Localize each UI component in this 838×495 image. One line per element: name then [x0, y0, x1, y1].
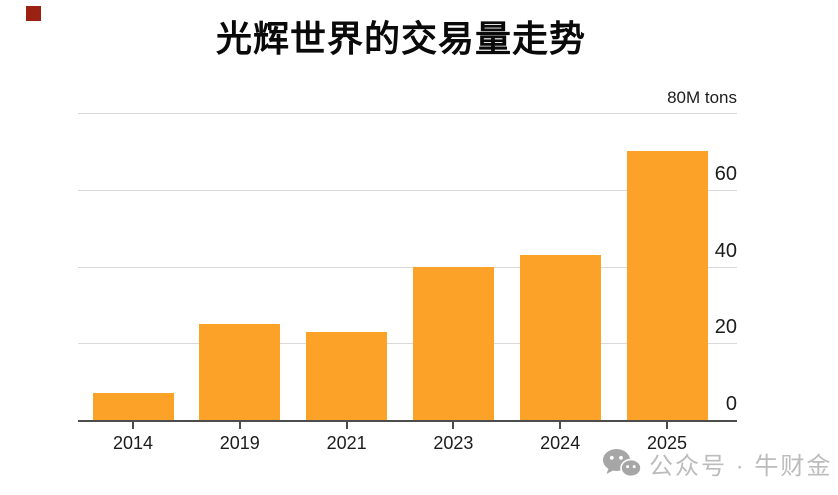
gridline-20 — [78, 343, 737, 345]
x-tick-2024 — [559, 422, 562, 429]
x-tick-label-2019: 2019 — [219, 433, 260, 453]
watermark-text: 公众号 · 牛财金 — [649, 453, 833, 480]
x-axis-line — [78, 420, 737, 422]
x-tick-2014 — [132, 422, 134, 429]
bar-2014 — [92, 393, 174, 420]
bar-2023 — [412, 266, 494, 420]
gridline-60 — [78, 189, 737, 191]
x-tick-2019 — [238, 422, 241, 429]
bar-2019 — [199, 324, 281, 420]
gridline-80 — [78, 113, 737, 114]
x-tick-label-2021: 2021 — [326, 433, 367, 453]
red-square-decoration — [26, 6, 41, 21]
y-tick-label-60: 60 — [714, 162, 737, 185]
y-tick-label-20: 20 — [714, 316, 737, 339]
chart-title: 光辉世界的交易量走势 — [215, 18, 586, 59]
bar-2021 — [306, 331, 388, 420]
y-axis-unit-label: 80M tons — [667, 88, 737, 107]
x-tick-2023 — [452, 422, 455, 429]
x-tick-label-2024: 2024 — [540, 433, 581, 453]
bar-2024 — [519, 255, 601, 420]
y-tick-label-40: 40 — [714, 239, 737, 262]
wechat-icon — [602, 448, 642, 479]
y-tick-label-0: 0 — [725, 393, 737, 415]
x-tick-label-2014: 2014 — [112, 433, 154, 453]
gridline-40 — [78, 266, 737, 268]
x-tick-label-2025: 2025 — [646, 433, 688, 453]
x-tick-2025 — [666, 422, 668, 429]
bar-2025 — [626, 151, 708, 420]
watermark: 公众号 · 牛财金 — [602, 446, 832, 481]
x-tick-2021 — [345, 422, 348, 429]
x-tick-label-2023: 2023 — [433, 433, 474, 453]
